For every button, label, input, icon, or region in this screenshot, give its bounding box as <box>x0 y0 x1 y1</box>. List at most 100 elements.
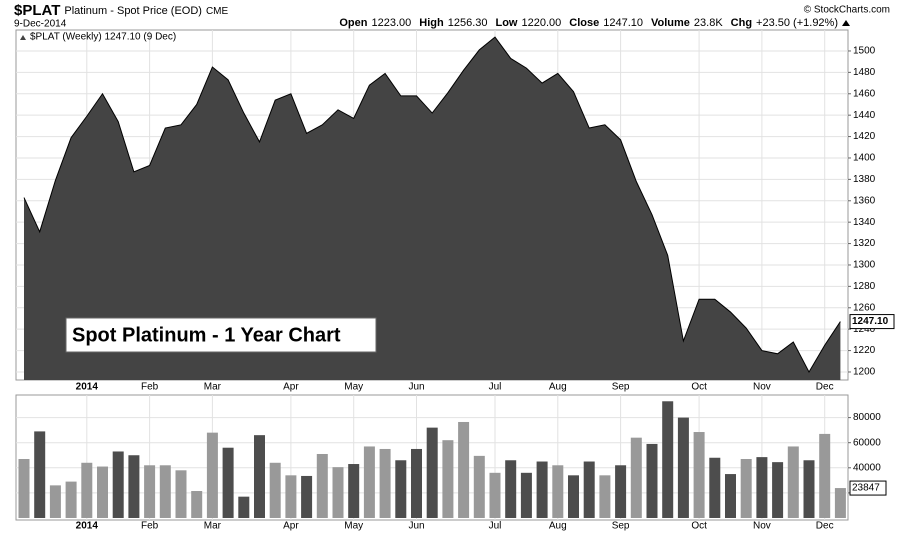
volume-bar <box>144 465 156 518</box>
date: 9-Dec-2014 <box>14 19 67 30</box>
x-tick-label: Jul <box>489 521 502 532</box>
y-tick-label: 1440 <box>853 110 876 121</box>
volume-bar <box>568 475 579 518</box>
volume-bar <box>615 465 627 518</box>
volume-bar <box>583 461 595 518</box>
x-tick-label: Nov <box>753 382 771 393</box>
y-tick-label: 1500 <box>853 46 876 57</box>
volume-bar <box>693 432 705 518</box>
x-tick-label: Mar <box>204 521 222 532</box>
y-tick-label: 1320 <box>853 238 876 249</box>
volume-layer: 200004000060000800002014FebMarAprMayJunJ… <box>16 395 887 532</box>
volume-bar <box>520 472 532 518</box>
volume-bar <box>756 457 768 518</box>
x-tick-label: 2014 <box>76 521 99 532</box>
stat-value: 23.8K <box>694 17 723 29</box>
volume-bar <box>505 460 517 518</box>
y-tick-label: 1220 <box>853 345 876 356</box>
y-tick-label: 1360 <box>853 195 876 206</box>
x-tick-label: Jul <box>489 382 502 393</box>
volume-bar <box>677 417 689 518</box>
x-tick-label: Jun <box>408 521 424 532</box>
legend-icon <box>20 35 26 40</box>
volume-bar <box>709 457 721 518</box>
y-tick-label: 1420 <box>853 131 876 142</box>
symbol: $PLAT <box>14 2 60 19</box>
volume-bar <box>426 427 438 518</box>
y-tick-label: 1280 <box>853 281 876 292</box>
stat-value: 1256.30 <box>448 17 488 29</box>
stat-value: 1223.00 <box>372 17 412 29</box>
x-tick-label: Oct <box>691 382 707 393</box>
stats: Open 1223.00 High 1256.30 Low 1220.00 Close 124… <box>339 17 838 29</box>
y-tick-label: 40000 <box>853 462 881 473</box>
volume-bar <box>301 475 313 518</box>
volume-bar <box>834 488 846 518</box>
header-title: $PLAT Platinum - Spot Price (EOD) CME <box>14 2 229 19</box>
y-tick-label: 1340 <box>853 217 876 228</box>
stat-value: +23.50 (+1.92%) <box>756 17 838 29</box>
y-tick-label: 1260 <box>853 302 876 313</box>
stat-label: Chg <box>731 17 752 29</box>
volume-bar <box>395 460 407 518</box>
volume-bar <box>552 465 564 518</box>
volume-bar <box>332 467 344 518</box>
volume-bar <box>65 481 77 518</box>
y-tick-label: 1240 <box>853 324 876 335</box>
volume-bar <box>803 460 815 518</box>
copyright: © StockCharts.com <box>804 5 890 16</box>
up-arrow <box>842 20 850 26</box>
volume-bar <box>740 459 752 518</box>
volume-bar <box>49 485 61 518</box>
volume-bar <box>348 464 360 518</box>
exchange: CME <box>206 6 229 17</box>
volume-bar <box>363 446 375 518</box>
stat-value: 1220.00 <box>521 17 561 29</box>
y-tick-label: 1400 <box>853 153 876 164</box>
volume-bar <box>238 496 250 518</box>
y-tick-label: 60000 <box>853 437 881 448</box>
volume-bar <box>489 472 501 518</box>
y-tick-label: 80000 <box>853 412 881 423</box>
volume-bar <box>159 465 171 518</box>
x-tick-label: Feb <box>141 521 159 532</box>
volume-bar <box>269 462 281 518</box>
last-value-label: 23847 <box>852 483 880 494</box>
x-tick-label: May <box>344 382 363 393</box>
volume-bar <box>81 462 93 518</box>
y-tick-label: 1480 <box>853 67 876 78</box>
x-tick-label: Dec <box>816 382 834 393</box>
price-line <box>23 36 841 374</box>
volume-bar <box>646 443 658 518</box>
volume-bar <box>473 455 485 518</box>
x-tick-label: Apr <box>283 521 299 532</box>
volume-bar <box>379 448 391 518</box>
x-tick-label: Oct <box>691 521 707 532</box>
x-tick-label: 2014 <box>76 382 99 393</box>
annotation: Spot Platinum - 1 Year Chart <box>72 324 341 346</box>
volume-bar <box>97 466 108 518</box>
y-tick-label: 1380 <box>853 174 876 185</box>
x-tick-label: Sep <box>612 521 630 532</box>
stat-label: Close <box>569 17 599 29</box>
volume-bar <box>222 447 234 518</box>
last-value-box <box>849 480 887 496</box>
x-tick-label: Dec <box>816 521 834 532</box>
stat-label: High <box>419 17 444 29</box>
volume-bar <box>787 446 799 518</box>
volume-bar <box>191 491 203 518</box>
volume-bar <box>662 401 674 518</box>
last-value-box <box>849 314 895 330</box>
price-area <box>24 37 841 380</box>
y-tick-label: 1200 <box>853 367 876 378</box>
stat-label: Low <box>495 17 517 29</box>
x-tick-label: Apr <box>283 382 299 393</box>
volume-bar <box>112 451 124 518</box>
volume-bar <box>206 432 218 518</box>
instrument-name: Platinum - Spot Price (EOD) <box>64 5 202 17</box>
volume-bar <box>285 475 297 518</box>
volume-bar <box>411 448 422 518</box>
volume-bar <box>175 470 187 518</box>
y-tick-label: 1300 <box>853 260 876 271</box>
